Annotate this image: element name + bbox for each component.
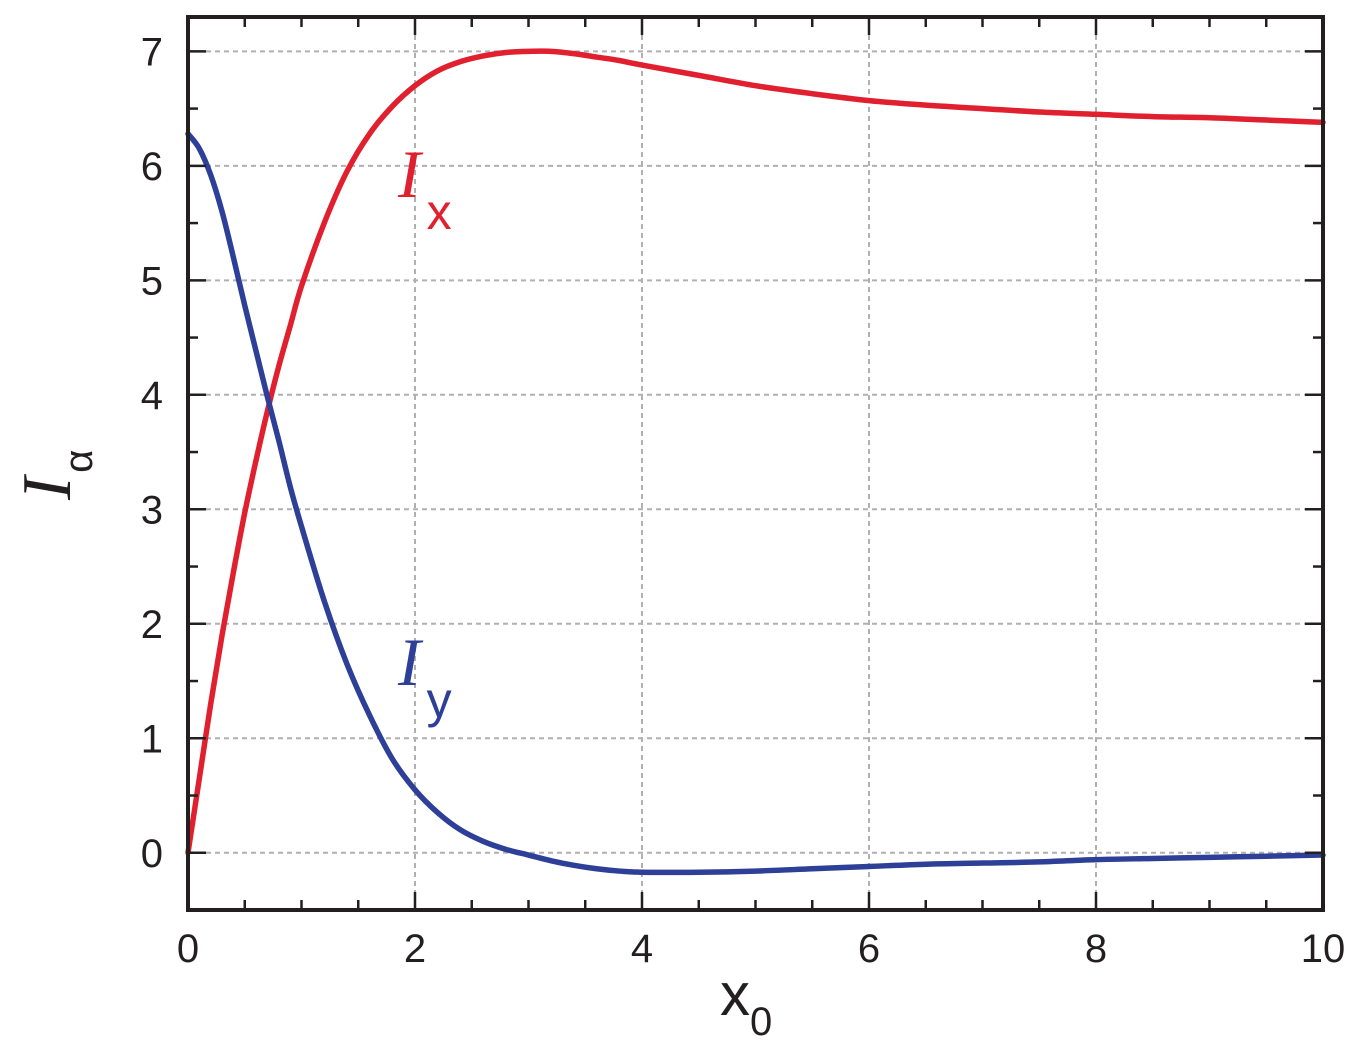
x-tick-label: 6 — [858, 927, 880, 971]
series-line-ix — [185, 48, 1326, 856]
y-tick-label: 5 — [141, 259, 163, 303]
y-tick-label: 6 — [141, 145, 163, 189]
x-tick-label: 10 — [1301, 927, 1346, 971]
x-tick-label: 4 — [631, 927, 653, 971]
series-line-iy — [185, 131, 1326, 876]
x-tick-label: 8 — [1085, 927, 1107, 971]
x-axis-label: x0 — [720, 961, 772, 1044]
x-tick-label: 0 — [177, 927, 199, 971]
y-tick-label: 3 — [141, 488, 163, 532]
curves — [185, 48, 1326, 876]
y-tick-label: 4 — [141, 374, 163, 418]
y-tick-label: 1 — [141, 717, 163, 761]
y-tick-label: 7 — [141, 30, 163, 74]
ticks — [186, 17, 1325, 912]
x-tick-label: 2 — [404, 927, 426, 971]
grid — [188, 17, 1323, 910]
tick-labels: 0 2 4 6 8 10 0 1 2 3 4 5 6 7 — [141, 30, 1346, 971]
y-tick-label: 0 — [141, 832, 163, 876]
y-axis-label: Iα — [9, 450, 101, 501]
y-tick-label: 2 — [141, 603, 163, 647]
